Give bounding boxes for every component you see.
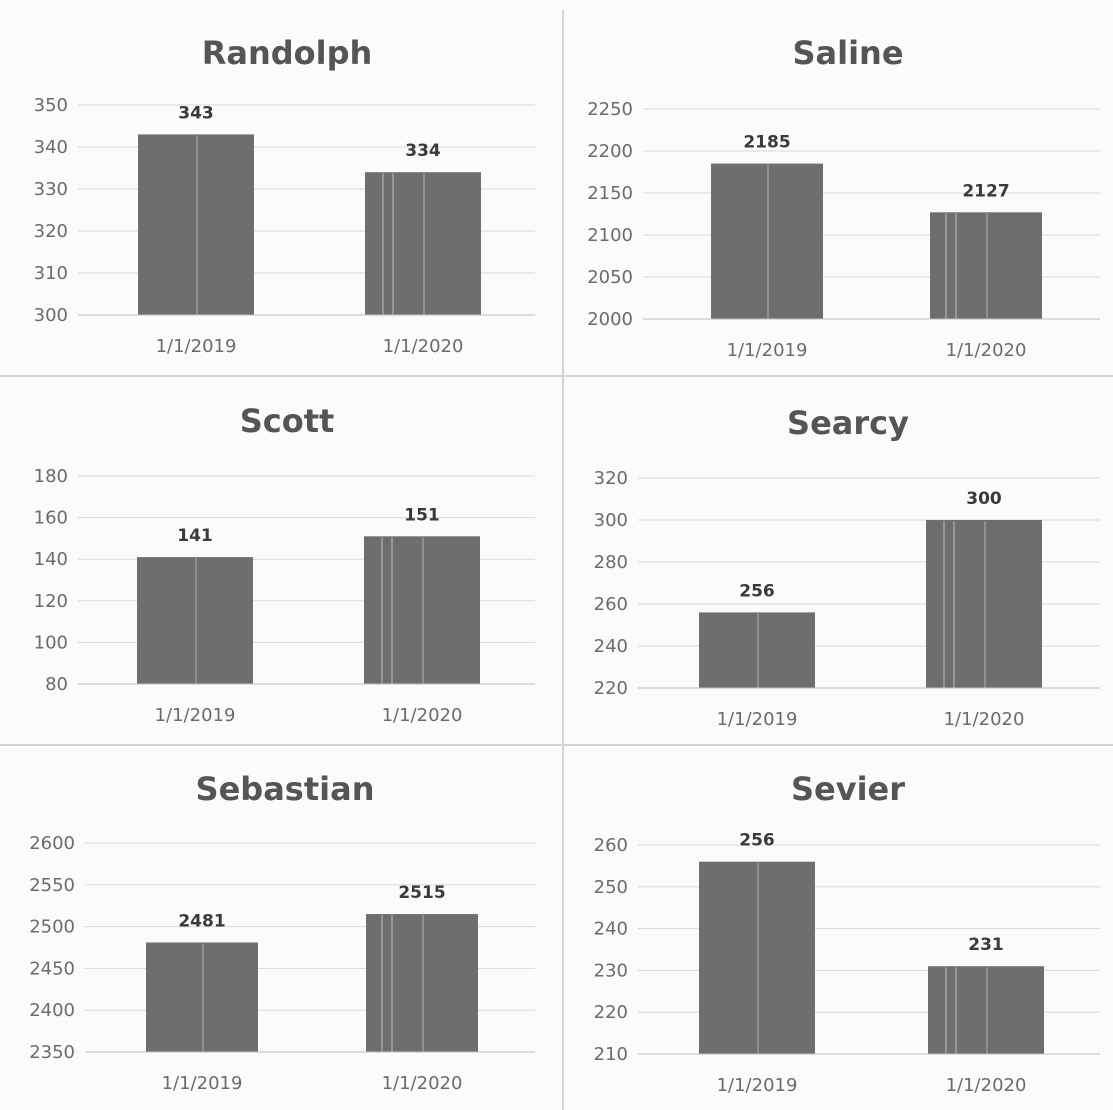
x-tick-label: 1/1/2020 (944, 709, 1025, 730)
x-tick-label: 1/1/2020 (382, 705, 463, 726)
data-label: 2481 (178, 911, 225, 931)
y-tick-label: 300 (594, 510, 628, 531)
bar (926, 520, 1042, 688)
chart-randolph: Randolph 300 310 320 330 340 350 343 1/1/2019 334… (34, 34, 535, 357)
data-label: 256 (739, 581, 775, 601)
data-label: 2185 (743, 133, 790, 153)
data-label: 2515 (398, 883, 445, 903)
y-tick-label: 120 (34, 591, 68, 612)
y-tick-label: 310 (34, 263, 68, 284)
y-tick-label: 160 (34, 508, 68, 529)
bar (138, 134, 254, 315)
y-tick-label: 340 (34, 137, 68, 158)
y-tick-label: 320 (594, 468, 628, 489)
y-tick-label: 250 (594, 877, 628, 898)
bar (366, 914, 478, 1052)
y-tick-label: 240 (594, 919, 628, 940)
x-tick-label: 1/1/2020 (946, 340, 1027, 361)
y-tick-label: 220 (594, 1002, 628, 1023)
chart-title: Scott (240, 402, 335, 440)
x-tick-label: 1/1/2019 (717, 709, 798, 730)
y-tick-label: 2600 (29, 833, 75, 854)
y-tick-label: 2500 (29, 917, 75, 938)
chart-title: Saline (792, 34, 903, 72)
y-tick-label: 140 (34, 549, 68, 570)
y-tick-label: 280 (594, 552, 628, 573)
y-tick-label: 2000 (587, 309, 633, 330)
chart-scott: Scott 80 100 120 140 160 180 141 1/1/2019 151 1/1/… (34, 402, 535, 726)
y-tick-label: 2400 (29, 1000, 75, 1021)
chart-title: Sevier (791, 770, 905, 808)
data-label: 141 (177, 526, 213, 546)
y-tick-label: 2450 (29, 958, 75, 979)
y-tick-label: 320 (34, 221, 68, 242)
chart-sebastian: Sebastian 2350 2400 2450 2500 2550 2600 2481 1/1… (29, 770, 535, 1094)
x-tick-label: 1/1/2020 (946, 1075, 1027, 1096)
chart-title: Sebastian (196, 770, 375, 808)
data-label: 231 (968, 935, 1004, 955)
x-tick-label: 1/1/2019 (156, 336, 237, 357)
x-tick-label: 1/1/2020 (383, 336, 464, 357)
chart-sevier: Sevier 210 220 230 240 250 260 256 1/1/2019 231 1/… (594, 770, 1100, 1096)
y-tick-label: 2550 (29, 875, 75, 896)
y-tick-label: 240 (594, 636, 628, 657)
data-label: 343 (178, 103, 214, 123)
y-tick-label: 2200 (587, 141, 633, 162)
y-tick-label: 2250 (587, 99, 633, 120)
y-tick-label: 210 (594, 1044, 628, 1065)
x-tick-label: 1/1/2020 (382, 1073, 463, 1094)
y-tick-label: 2150 (587, 183, 633, 204)
x-tick-label: 1/1/2019 (155, 705, 236, 726)
y-tick-label: 300 (34, 305, 68, 326)
data-label: 2127 (962, 181, 1009, 201)
bar (137, 557, 253, 684)
data-label: 151 (404, 505, 440, 525)
y-tick-label: 330 (34, 179, 68, 200)
bar (711, 163, 823, 319)
y-tick-label: 350 (34, 95, 68, 116)
x-tick-label: 1/1/2019 (727, 340, 808, 361)
y-tick-label: 220 (594, 678, 628, 699)
bar (146, 942, 258, 1052)
bar (928, 966, 1044, 1054)
y-tick-label: 180 (34, 466, 68, 487)
chart-saline: Saline 2000 2050 2100 2150 2200 2250 2185 1/1/20… (587, 34, 1100, 361)
chart-title: Randolph (202, 34, 373, 72)
data-label: 334 (405, 141, 441, 161)
bar (365, 172, 481, 315)
y-tick-label: 2050 (587, 267, 633, 288)
bar (930, 212, 1042, 319)
bar (699, 861, 815, 1054)
y-tick-label: 2100 (587, 225, 633, 246)
data-label: 256 (739, 831, 775, 851)
bar (699, 612, 815, 688)
x-tick-label: 1/1/2019 (162, 1073, 243, 1094)
x-tick-label: 1/1/2019 (717, 1075, 798, 1096)
y-tick-label: 260 (594, 594, 628, 615)
chart-title: Searcy (787, 404, 909, 442)
y-tick-label: 80 (45, 674, 68, 695)
y-tick-label: 100 (34, 632, 68, 653)
chart-searcy: Searcy 220 240 260 280 300 320 256 1/1/2019 300 1/… (594, 404, 1100, 730)
data-label: 300 (966, 489, 1002, 509)
y-tick-label: 260 (594, 835, 628, 856)
bar (364, 536, 480, 684)
y-tick-label: 2350 (29, 1042, 75, 1063)
y-tick-label: 230 (594, 960, 628, 981)
